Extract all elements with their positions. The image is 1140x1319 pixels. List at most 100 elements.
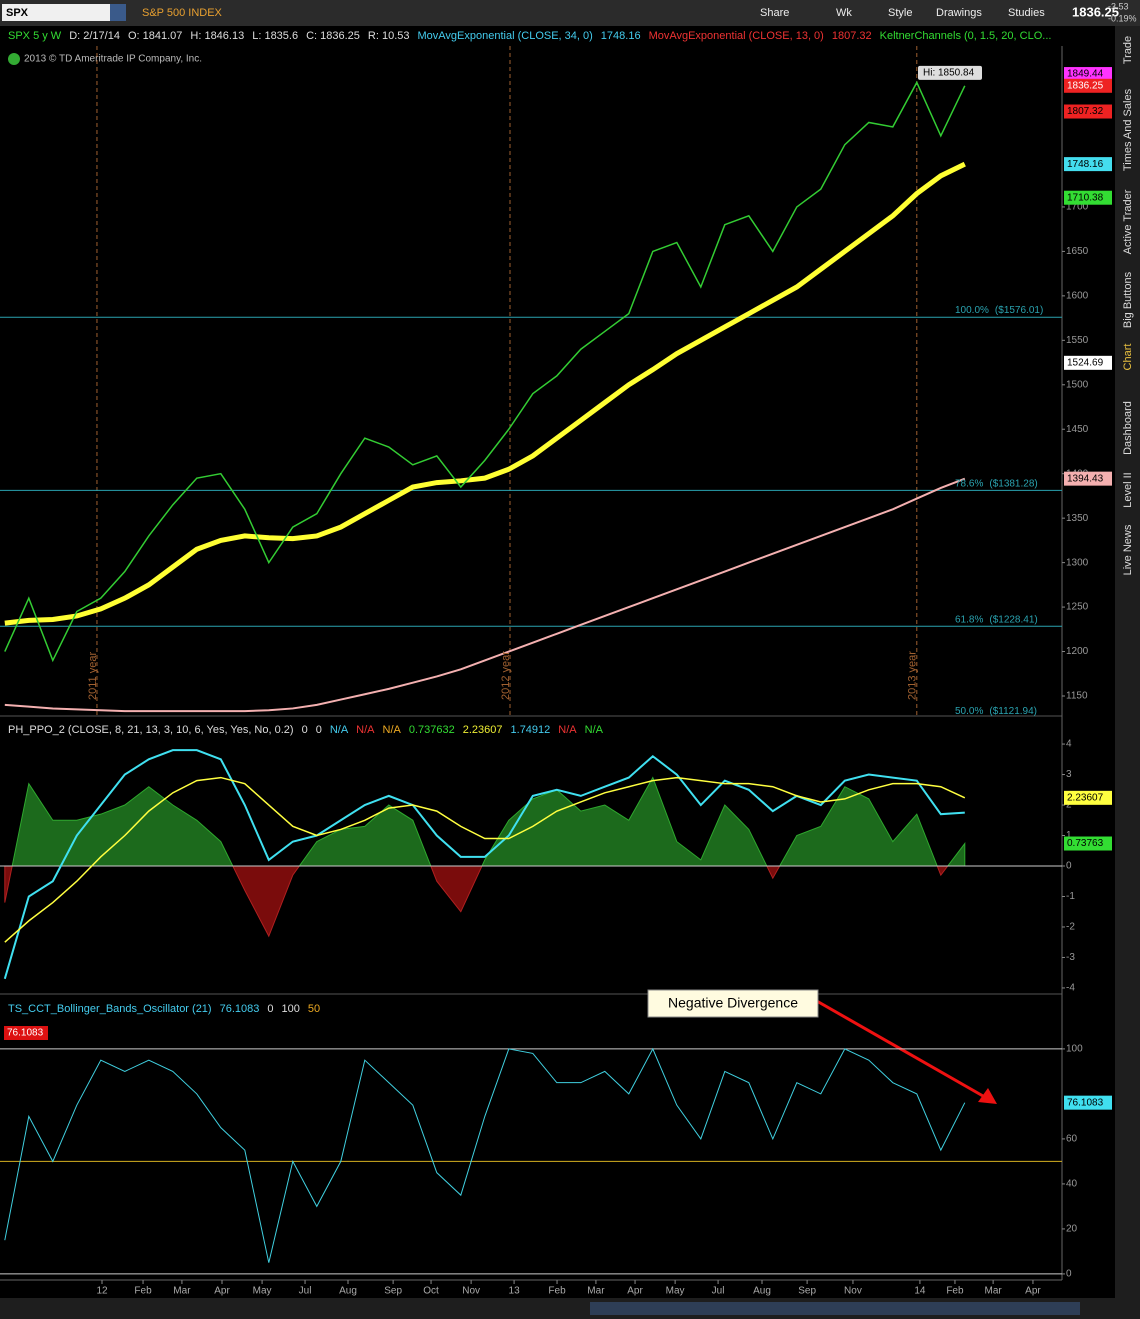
y-tick-label: 40 xyxy=(1066,1179,1078,1190)
y-tick-label: -2 xyxy=(1066,922,1075,933)
toolbar-button[interactable]: Share xyxy=(760,7,789,19)
study-header: 1807.32 xyxy=(832,30,872,42)
x-tick-label: Mar xyxy=(173,1286,191,1297)
y-tick-label: 2 xyxy=(1066,800,1072,811)
study-header: 50 xyxy=(308,1003,320,1015)
fib-price: ($1381.28) xyxy=(989,478,1037,489)
y-tick-label: -3 xyxy=(1066,952,1075,963)
x-tick-label: Sep xyxy=(798,1286,816,1297)
x-tick-label: Feb xyxy=(548,1286,566,1297)
plot xyxy=(0,1047,1062,1275)
toolbar-button[interactable]: Wk xyxy=(836,7,852,19)
side-tab[interactable]: Big Buttons xyxy=(1122,271,1134,328)
histogram-positive xyxy=(4,776,966,866)
hi-label: Hi: 1850.84 xyxy=(923,67,975,78)
y-tick-label: 1150 xyxy=(1066,691,1088,702)
x-tick-label: Mar xyxy=(587,1286,605,1297)
study-header: C: 1836.25 xyxy=(306,30,360,42)
y-tick-label: 100 xyxy=(1066,1044,1083,1055)
x-tick-label: May xyxy=(666,1286,685,1297)
price-label: 76.1083 xyxy=(1067,1097,1104,1108)
fib-price: ($1121.94) xyxy=(989,706,1037,717)
price-label: 2.23607 xyxy=(1067,792,1104,803)
price-label-bg xyxy=(1064,836,1112,851)
symbol-box[interactable] xyxy=(2,4,110,21)
side-tab[interactable]: Level II xyxy=(1122,472,1134,507)
info-icon[interactable] xyxy=(8,53,20,65)
price-label-bg xyxy=(1064,78,1112,93)
year-label: 2013 year xyxy=(907,651,919,700)
side-tab[interactable]: Dashboard xyxy=(1122,401,1134,455)
x-tick-label: Oct xyxy=(423,1286,439,1297)
price-label: 1849.44 xyxy=(1067,69,1104,80)
toolbar-button[interactable]: Style xyxy=(888,7,912,19)
y-tick-label: 1600 xyxy=(1066,291,1089,302)
toolbar-button[interactable]: Drawings xyxy=(936,7,982,19)
study-header: SPX 5 y W xyxy=(8,30,62,42)
price-label: 0.73763 xyxy=(1067,838,1104,849)
study-header: 0 xyxy=(267,1003,273,1015)
study-header: N/A xyxy=(585,724,604,736)
year-label: 2012 year xyxy=(500,651,512,700)
study-header: 76.1083 xyxy=(220,1003,260,1015)
price-label-bg xyxy=(1064,104,1112,119)
arrow-head xyxy=(978,1088,997,1104)
series-line xyxy=(4,776,966,943)
x-tick-label: Feb xyxy=(134,1286,152,1297)
side-tab[interactable]: Active Trader xyxy=(1122,189,1134,254)
price-label: 1748.16 xyxy=(1067,159,1104,170)
study-header: 0 xyxy=(302,724,308,736)
series-line xyxy=(4,161,966,626)
side-tab[interactable]: Trade xyxy=(1122,36,1134,64)
x-tick-label: Apr xyxy=(627,1286,643,1297)
price-label: 1394.43 xyxy=(1067,473,1104,484)
side-tab[interactable]: Times And Sales xyxy=(1122,88,1134,171)
fib-pct: 78.6% xyxy=(955,478,983,489)
year-label: 2011 year xyxy=(87,652,99,700)
x-tick-label: Aug xyxy=(753,1286,771,1297)
change: -3.53 xyxy=(1108,1,1129,11)
study-header: TS_CCT_Bollinger_Bands_Oscillator (21) xyxy=(8,1003,212,1015)
x-tick-label: Jul xyxy=(712,1286,725,1297)
price-label-bg xyxy=(1064,67,1112,82)
study-header: N/A xyxy=(330,724,349,736)
x-tick-label: May xyxy=(253,1286,272,1297)
annotation-box xyxy=(647,989,819,1018)
study-header: N/A xyxy=(558,724,577,736)
x-tick-label: Nov xyxy=(844,1286,862,1297)
scroll-thumb[interactable] xyxy=(590,1302,1080,1315)
toolbar-button[interactable]: Studies xyxy=(1008,7,1045,19)
x-tick-label: 13 xyxy=(509,1286,521,1297)
series-line xyxy=(4,1047,966,1263)
y-tick-label: 1 xyxy=(1066,830,1072,841)
y-tick-label: 3 xyxy=(1066,769,1072,780)
y-tick-label: 1650 xyxy=(1066,246,1089,257)
y-tick-label: 4 xyxy=(1066,739,1072,750)
x-tick-label: Apr xyxy=(1025,1286,1041,1297)
study-header: H: 1846.13 xyxy=(190,30,244,42)
x-tick-label: 14 xyxy=(914,1286,926,1297)
price-label: 1710.38 xyxy=(1067,192,1104,203)
toolbar xyxy=(0,0,1140,26)
x-tick-label: Aug xyxy=(339,1286,357,1297)
series-line xyxy=(4,477,966,713)
last-price: 1836.25 xyxy=(1072,4,1119,19)
side-tab[interactable]: Chart xyxy=(1122,344,1134,371)
price-label-bg xyxy=(1064,790,1112,805)
price-label: 1836.25 xyxy=(1067,80,1104,91)
copyright: 2013 © TD Ameritrade IP Company, Inc. xyxy=(24,54,202,65)
price-label-bg xyxy=(1064,157,1112,172)
side-tab[interactable]: Live News xyxy=(1122,524,1134,575)
symbol-dropdown[interactable] xyxy=(110,4,126,21)
annotation-text: Negative Divergence xyxy=(668,995,798,1011)
study-header: MovAvgExponential (CLOSE, 34, 0) xyxy=(418,30,593,42)
y-tick-label: 1550 xyxy=(1066,335,1089,346)
y-tick-label: 1450 xyxy=(1066,424,1089,435)
series-line xyxy=(4,80,966,663)
y-tick-label: -1 xyxy=(1066,891,1075,902)
series-line xyxy=(3,749,965,980)
study-header: N/A xyxy=(383,724,402,736)
symbol[interactable]: SPX xyxy=(6,7,29,19)
y-tick-label: 1300 xyxy=(1066,557,1089,568)
